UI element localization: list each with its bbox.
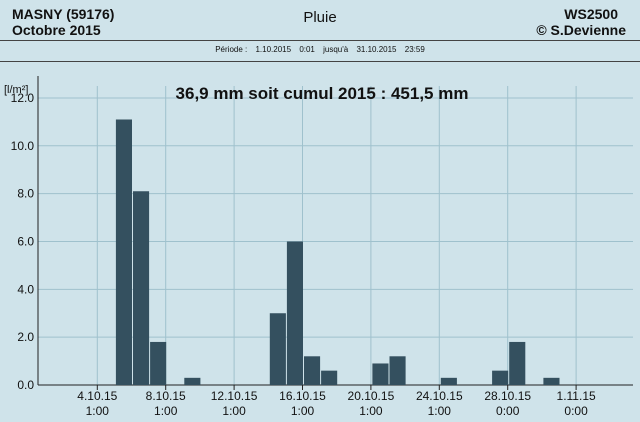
y-tick-label: 6.0 [17, 234, 34, 248]
period-until: jusqu'à [323, 45, 349, 54]
period-divider [0, 61, 640, 62]
x-tick-date: 8.10.15 [146, 389, 186, 403]
period-start-date: 1.10.2015 [255, 45, 292, 54]
x-tick-time: 1:00 [359, 404, 383, 418]
author-label: © S.Devienne [536, 22, 626, 38]
bar [492, 370, 509, 385]
location-label: MASNY (59176) [12, 6, 115, 22]
x-tick-date: 4.10.15 [77, 389, 117, 403]
bar [269, 313, 286, 385]
y-tick-label: 2.0 [17, 330, 34, 344]
period-line: Période : 1.10.2015 0:01 jusqu'à 31.10.2… [0, 45, 640, 54]
bar [133, 191, 150, 385]
bar [150, 341, 167, 385]
period-label: Période : [215, 45, 248, 54]
x-tick-date: 28.10.15 [484, 389, 531, 403]
bar [304, 356, 321, 385]
x-tick-time: 1:00 [291, 404, 315, 418]
y-tick-label: 8.0 [17, 187, 34, 201]
chart-heading: Pluie [303, 9, 337, 26]
bar [115, 119, 132, 385]
bar [543, 377, 560, 385]
period-end-date: 31.10.2015 [356, 45, 397, 54]
x-tick-time: 0:00 [496, 404, 520, 418]
y-tick-label: 4.0 [17, 282, 34, 296]
bar [509, 341, 526, 385]
x-tick-time: 1:00 [222, 404, 246, 418]
bar [389, 356, 406, 385]
x-tick-date: 20.10.15 [348, 389, 395, 403]
header-divider [0, 40, 640, 41]
chart-title: 36,9 mm soit cumul 2015 : 451,5 mm [176, 84, 469, 103]
y-tick-label: 12.0 [11, 91, 35, 105]
bar [372, 363, 389, 385]
x-tick-time: 1:00 [428, 404, 452, 418]
x-tick-date: 1.11.15 [557, 389, 596, 403]
y-tick-label: 0.0 [17, 378, 34, 392]
x-tick-date: 24.10.15 [416, 389, 463, 403]
period-start-time: 0:01 [299, 45, 315, 54]
bar [286, 241, 303, 385]
y-axis-label: [l/m²] [4, 84, 28, 96]
bar [184, 377, 201, 385]
x-tick-date: 16.10.15 [279, 389, 326, 403]
y-tick-label: 10.0 [11, 139, 35, 153]
x-tick-time: 0:00 [564, 404, 588, 418]
bar [321, 370, 338, 385]
month-label: Octobre 2015 [12, 22, 101, 38]
x-tick-date: 12.10.15 [211, 389, 258, 403]
x-tick-time: 1:00 [86, 404, 110, 418]
bar [440, 377, 457, 385]
station-label: WS2500 [564, 6, 618, 22]
period-end-time: 23:59 [404, 45, 425, 54]
x-tick-time: 1:00 [154, 404, 178, 418]
